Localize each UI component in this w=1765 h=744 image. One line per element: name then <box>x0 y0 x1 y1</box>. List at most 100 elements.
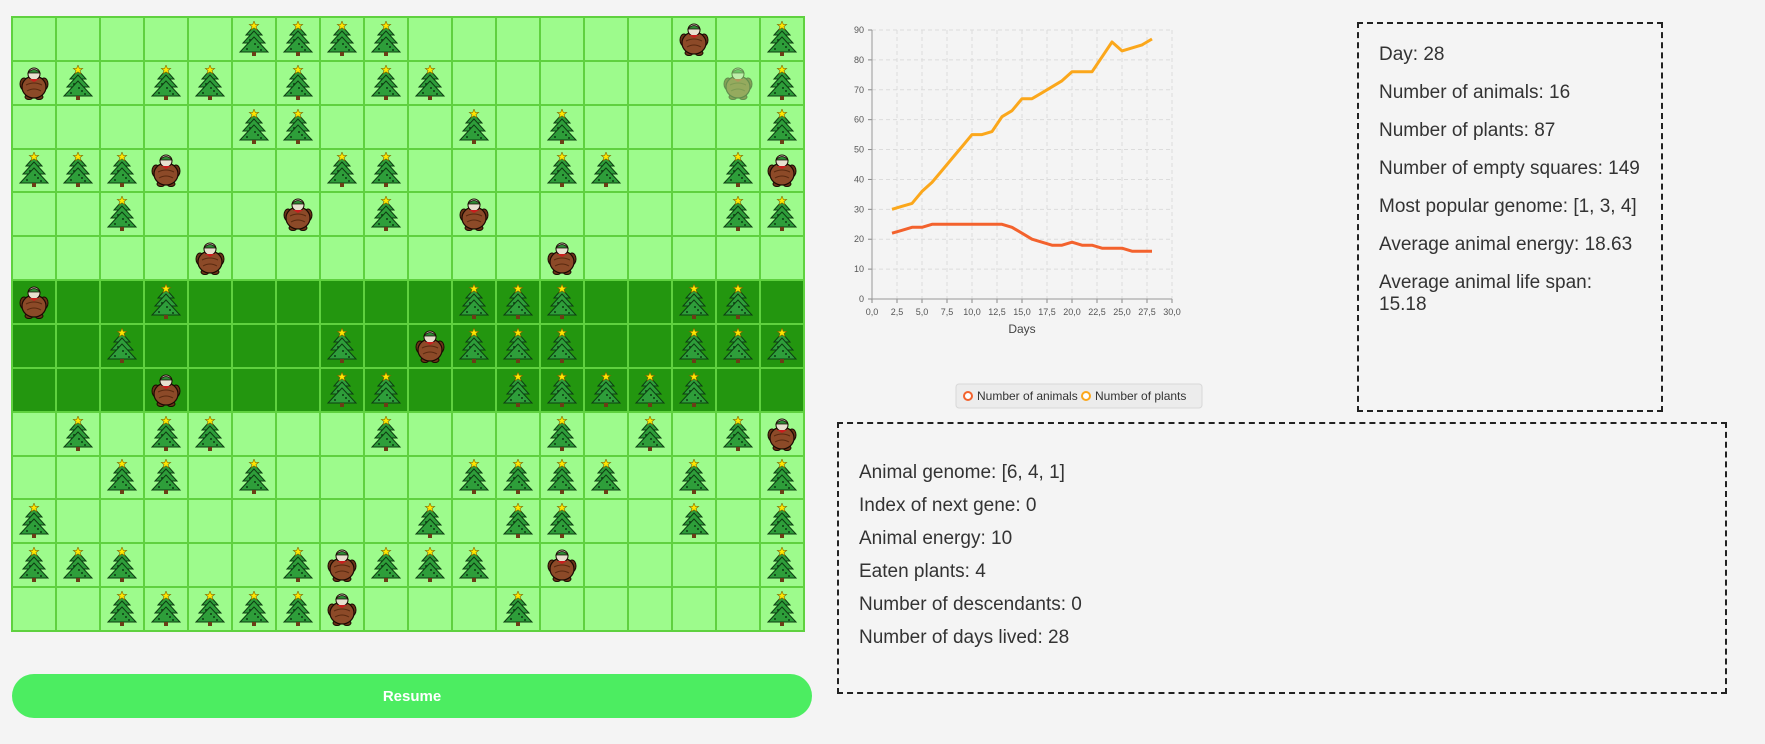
empty-cell[interactable] <box>409 588 451 630</box>
tree-cell[interactable] <box>321 325 363 367</box>
selected-animal-cell[interactable] <box>717 61 759 104</box>
empty-cell[interactable] <box>453 237 495 280</box>
jungle-cell[interactable] <box>409 281 451 323</box>
tree-cell[interactable] <box>189 61 231 104</box>
tree-cell[interactable] <box>101 544 143 587</box>
jungle-cell[interactable] <box>585 281 627 323</box>
empty-cell[interactable] <box>673 61 715 104</box>
tree-cell[interactable] <box>541 325 583 367</box>
empty-cell[interactable] <box>101 500 143 543</box>
empty-cell[interactable] <box>277 412 319 455</box>
tree-cell[interactable] <box>145 61 187 104</box>
empty-cell[interactable] <box>101 105 143 148</box>
empty-cell[interactable] <box>541 61 583 104</box>
empty-cell[interactable] <box>13 588 55 630</box>
empty-cell[interactable] <box>145 193 187 236</box>
empty-cell[interactable] <box>717 456 759 499</box>
jungle-cell[interactable] <box>277 368 319 411</box>
empty-cell[interactable] <box>453 61 495 104</box>
empty-cell[interactable] <box>321 61 363 104</box>
empty-cell[interactable] <box>629 193 671 236</box>
empty-cell[interactable] <box>717 588 759 630</box>
empty-cell[interactable] <box>409 193 451 236</box>
empty-cell[interactable] <box>673 193 715 236</box>
tree-cell[interactable] <box>13 500 55 543</box>
empty-cell[interactable] <box>101 237 143 280</box>
animal-cell[interactable] <box>541 544 583 587</box>
tree-cell[interactable] <box>497 368 539 411</box>
tree-cell[interactable] <box>541 412 583 455</box>
tree-cell[interactable] <box>453 105 495 148</box>
tree-cell[interactable] <box>585 149 627 192</box>
empty-cell[interactable] <box>585 18 627 60</box>
jungle-cell[interactable] <box>57 325 99 367</box>
empty-cell[interactable] <box>673 105 715 148</box>
animal-cell[interactable] <box>761 149 803 192</box>
tree-cell[interactable] <box>761 18 803 60</box>
animal-cell[interactable] <box>145 368 187 411</box>
tree-cell[interactable] <box>101 193 143 236</box>
empty-cell[interactable] <box>13 456 55 499</box>
tree-cell[interactable] <box>541 281 583 323</box>
empty-cell[interactable] <box>145 544 187 587</box>
empty-cell[interactable] <box>629 61 671 104</box>
tree-cell[interactable] <box>409 500 451 543</box>
empty-cell[interactable] <box>409 105 451 148</box>
tree-cell[interactable] <box>321 149 363 192</box>
tree-cell[interactable] <box>101 149 143 192</box>
jungle-cell[interactable] <box>409 368 451 411</box>
empty-cell[interactable] <box>321 412 363 455</box>
empty-cell[interactable] <box>101 18 143 60</box>
empty-cell[interactable] <box>453 412 495 455</box>
empty-cell[interactable] <box>409 237 451 280</box>
empty-cell[interactable] <box>365 105 407 148</box>
empty-cell[interactable] <box>717 500 759 543</box>
tree-cell[interactable] <box>761 105 803 148</box>
empty-cell[interactable] <box>453 500 495 543</box>
jungle-cell[interactable] <box>189 368 231 411</box>
jungle-cell[interactable] <box>761 368 803 411</box>
empty-cell[interactable] <box>145 18 187 60</box>
tree-cell[interactable] <box>13 149 55 192</box>
empty-cell[interactable] <box>497 193 539 236</box>
animal-cell[interactable] <box>13 61 55 104</box>
empty-cell[interactable] <box>365 456 407 499</box>
empty-cell[interactable] <box>585 237 627 280</box>
animal-cell[interactable] <box>761 412 803 455</box>
tree-cell[interactable] <box>541 105 583 148</box>
tree-cell[interactable] <box>145 412 187 455</box>
tree-cell[interactable] <box>761 325 803 367</box>
empty-cell[interactable] <box>57 500 99 543</box>
tree-cell[interactable] <box>497 281 539 323</box>
jungle-cell[interactable] <box>365 325 407 367</box>
empty-cell[interactable] <box>409 18 451 60</box>
tree-cell[interactable] <box>673 325 715 367</box>
empty-cell[interactable] <box>761 237 803 280</box>
empty-cell[interactable] <box>629 237 671 280</box>
jungle-cell[interactable] <box>57 368 99 411</box>
tree-cell[interactable] <box>365 149 407 192</box>
empty-cell[interactable] <box>57 193 99 236</box>
empty-cell[interactable] <box>13 193 55 236</box>
empty-cell[interactable] <box>321 500 363 543</box>
empty-cell[interactable] <box>585 193 627 236</box>
jungle-cell[interactable] <box>277 281 319 323</box>
jungle-cell[interactable] <box>629 325 671 367</box>
empty-cell[interactable] <box>365 588 407 630</box>
empty-cell[interactable] <box>673 544 715 587</box>
tree-cell[interactable] <box>585 456 627 499</box>
tree-cell[interactable] <box>497 500 539 543</box>
tree-cell[interactable] <box>365 368 407 411</box>
empty-cell[interactable] <box>57 588 99 630</box>
tree-cell[interactable] <box>673 456 715 499</box>
tree-cell[interactable] <box>761 456 803 499</box>
empty-cell[interactable] <box>673 149 715 192</box>
empty-cell[interactable] <box>585 105 627 148</box>
empty-cell[interactable] <box>629 588 671 630</box>
jungle-cell[interactable] <box>365 281 407 323</box>
empty-cell[interactable] <box>629 456 671 499</box>
empty-cell[interactable] <box>321 105 363 148</box>
tree-cell[interactable] <box>189 588 231 630</box>
tree-cell[interactable] <box>277 588 319 630</box>
jungle-cell[interactable] <box>233 281 275 323</box>
